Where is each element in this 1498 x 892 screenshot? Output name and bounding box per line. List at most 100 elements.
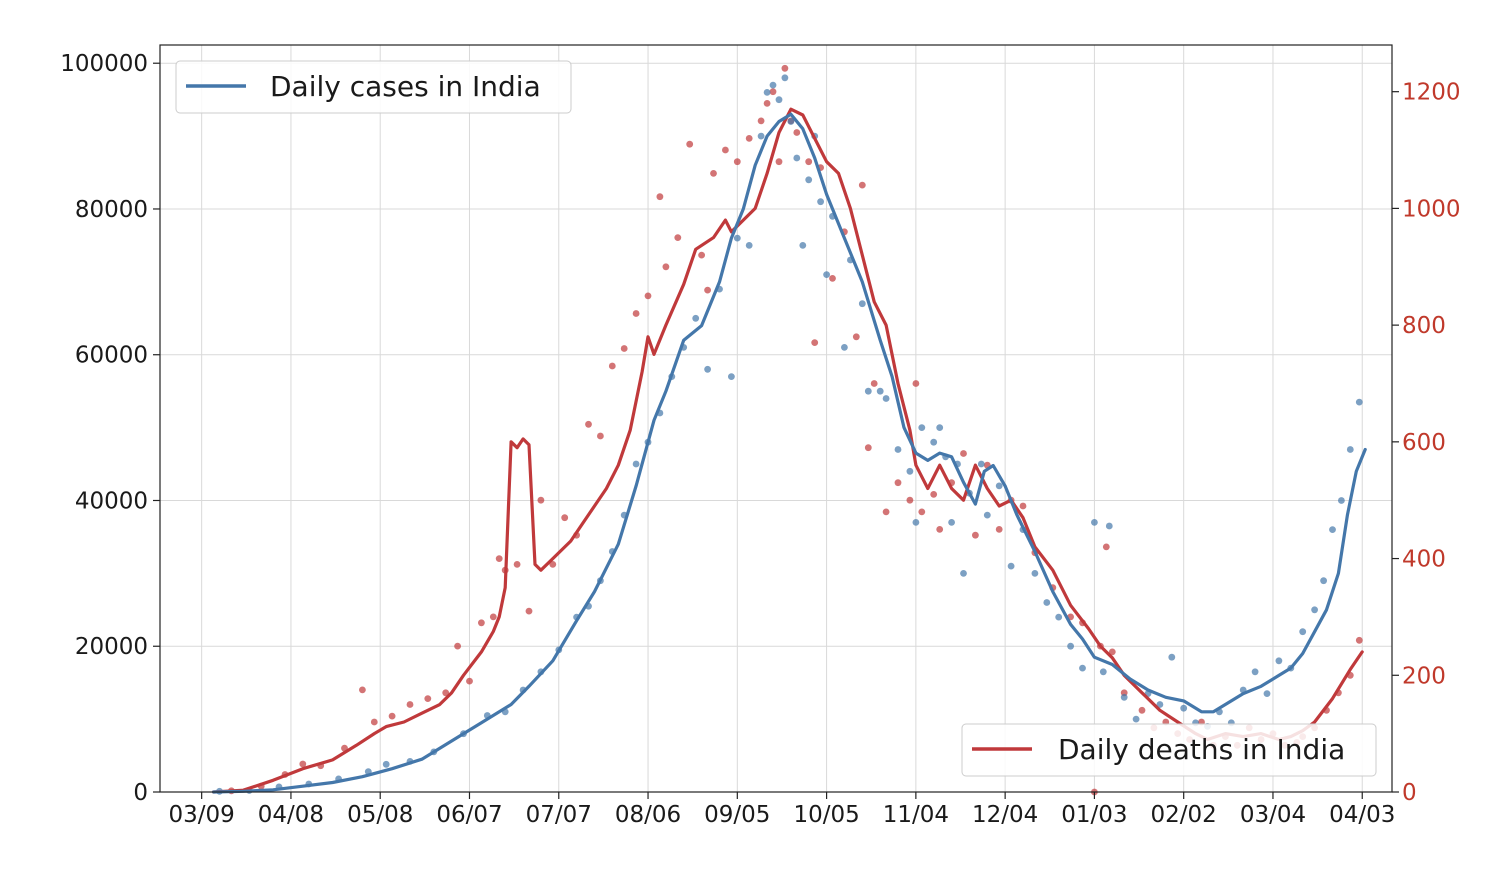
data-point: [823, 271, 830, 278]
data-point: [674, 234, 682, 242]
data-point: [781, 74, 789, 82]
data-point: [608, 362, 616, 370]
data-point: [686, 140, 694, 148]
x-tick-label: 02/02: [1151, 802, 1217, 828]
data-point: [781, 64, 789, 72]
data-point: [722, 146, 729, 154]
y-left-tick-label: 20000: [75, 634, 148, 660]
series-line-cases: [212, 112, 1367, 794]
data-point: [585, 420, 592, 428]
data-point: [644, 292, 652, 300]
data-point: [799, 242, 807, 249]
data-point: [299, 760, 307, 768]
data-point: [977, 460, 985, 468]
legend-deaths-box: [961, 723, 1377, 777]
y-left-tick-label: 80000: [75, 197, 148, 223]
data-point: [972, 531, 979, 539]
data-point: [960, 450, 967, 457]
y-left-tick-label: 0: [133, 780, 148, 806]
data-point: [537, 496, 545, 504]
data-point: [757, 132, 765, 140]
y-right-tick-label: 200: [1402, 663, 1446, 689]
data-point: [1067, 642, 1074, 650]
series-line-deaths: [212, 107, 1364, 794]
data-point: [656, 193, 664, 201]
x-tick-label: 11/04: [883, 802, 949, 828]
y-left-tick-label: 100000: [60, 51, 148, 77]
data-point: [1099, 668, 1107, 676]
data-point: [995, 526, 1003, 533]
data-point: [1055, 613, 1063, 621]
legend-cases-label: Daily cases in India: [270, 70, 541, 103]
data-point: [870, 380, 878, 387]
data-point: [983, 511, 991, 519]
data-point: [906, 467, 914, 475]
x-tick-label: 03/09: [169, 802, 235, 828]
data-point: [864, 444, 872, 452]
data-point: [769, 81, 777, 89]
x-tick-label: 07/07: [526, 802, 592, 828]
data-point: [769, 88, 777, 96]
x-tick-label: 06/07: [436, 802, 502, 828]
data-point: [513, 561, 521, 568]
data-point: [1031, 570, 1039, 577]
data-point: [1102, 543, 1110, 551]
data-point: [733, 234, 741, 242]
data-point: [466, 677, 473, 685]
data-point: [370, 718, 378, 726]
data-point: [710, 170, 717, 177]
x-tick-label: 04/08: [258, 802, 324, 828]
data-point: [805, 158, 813, 166]
series-deaths: [228, 64, 1363, 796]
data-point: [763, 89, 771, 96]
legend-cases: Daily cases in India: [175, 60, 572, 114]
data-point: [763, 100, 771, 107]
data-point: [757, 117, 765, 125]
data-point: [930, 438, 938, 446]
data-point: [1275, 657, 1283, 665]
data-point: [1079, 664, 1086, 672]
data-point: [728, 373, 735, 380]
y-left-tick-label: 40000: [75, 488, 148, 514]
data-point: [1338, 497, 1345, 504]
data-point: [894, 446, 902, 453]
x-tick-label: 09/05: [704, 802, 770, 828]
data-point: [704, 286, 711, 294]
data-point: [876, 387, 884, 395]
data-point: [632, 460, 640, 468]
x-tick-label: 01/03: [1061, 802, 1127, 828]
data-point: [1346, 446, 1354, 453]
data-point: [1138, 706, 1146, 714]
data-point: [829, 275, 836, 282]
data-point: [424, 695, 432, 702]
data-point: [733, 158, 741, 166]
data-point: [948, 519, 955, 526]
series-layer: [212, 64, 1367, 796]
axis-layer: 03/09 04/08 05/08 06/07 07/07 08/06 09/05 10/05…: [60, 51, 1460, 828]
data-point: [382, 760, 390, 768]
data-point: [1168, 653, 1176, 661]
data-point: [936, 526, 944, 533]
x-tick-label: 03/04: [1240, 802, 1306, 828]
data-point: [894, 479, 902, 487]
data-point: [1355, 636, 1363, 644]
data-point: [882, 395, 890, 402]
legend-deaths: Daily deaths in India: [961, 723, 1377, 777]
data-point: [632, 310, 640, 317]
data-point: [1299, 628, 1307, 636]
data-point: [1007, 562, 1015, 570]
data-point: [1320, 577, 1327, 585]
y-left-tick-label: 60000: [75, 343, 148, 369]
data-point: [918, 508, 926, 516]
data-point: [359, 686, 366, 694]
data-point: [793, 129, 801, 136]
data-point: [495, 555, 503, 562]
data-point: [1043, 599, 1051, 606]
data-point: [858, 300, 866, 308]
y-right-tick-label: 600: [1402, 430, 1446, 456]
data-point: [930, 491, 938, 498]
series-cases: [216, 74, 1363, 795]
data-point: [817, 198, 824, 206]
